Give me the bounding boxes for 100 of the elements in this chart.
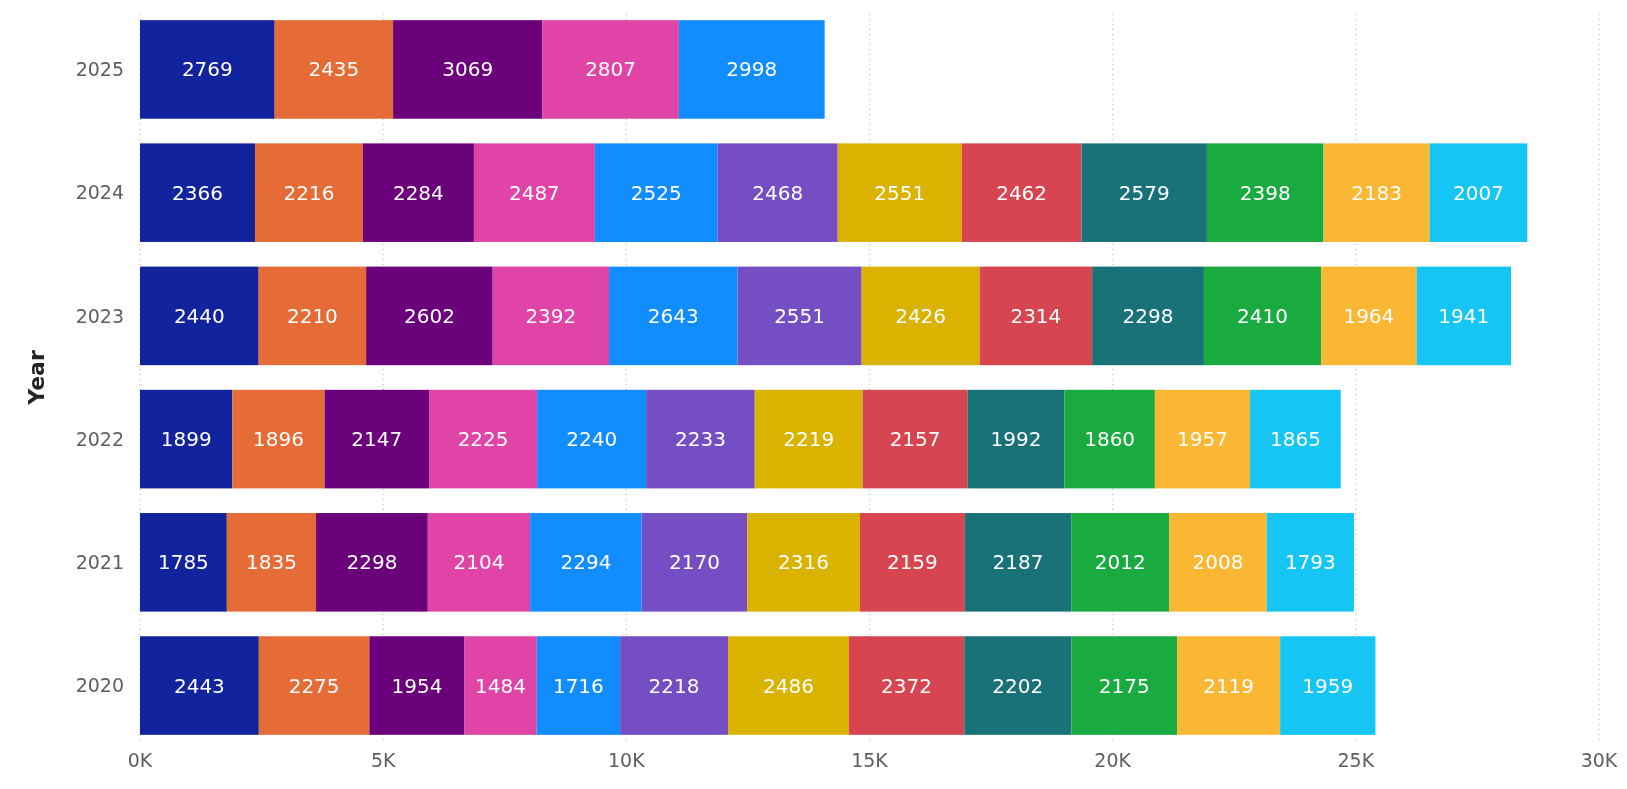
bar xyxy=(274,20,394,119)
data-label: 2219 xyxy=(783,427,835,452)
data-label: 2119 xyxy=(1203,673,1255,698)
bar xyxy=(140,389,233,489)
data-label: 2366 xyxy=(172,180,223,205)
bar xyxy=(961,143,1082,242)
x-tick-label: 0K xyxy=(127,749,153,771)
data-label: 2298 xyxy=(346,550,398,575)
bar xyxy=(594,143,718,242)
data-label: 2147 xyxy=(351,427,403,452)
y-tick-label: 2021 xyxy=(75,550,124,573)
data-label: 2316 xyxy=(778,550,830,575)
data-label: 2435 xyxy=(308,57,360,82)
data-label: 1716 xyxy=(552,673,604,698)
data-label: 2551 xyxy=(874,180,926,205)
data-label: 2398 xyxy=(1239,180,1291,205)
data-label: 2426 xyxy=(895,303,947,328)
y-tick-label: 2023 xyxy=(75,304,124,327)
data-label: 2392 xyxy=(525,303,577,328)
y-tick-label: 2024 xyxy=(75,181,124,204)
bar xyxy=(316,513,428,612)
bar xyxy=(255,143,363,242)
data-label: 2284 xyxy=(392,180,444,205)
bar xyxy=(859,513,965,612)
data-label: 1785 xyxy=(157,550,209,575)
bar xyxy=(1064,389,1155,489)
bar xyxy=(393,20,543,119)
data-label: 2187 xyxy=(992,550,1044,575)
data-label: 2175 xyxy=(1098,673,1150,698)
data-label: 2210 xyxy=(286,303,338,328)
bar xyxy=(258,636,370,735)
bar xyxy=(861,266,980,366)
data-label: 2216 xyxy=(283,180,335,205)
data-label: 2294 xyxy=(560,550,612,575)
bar xyxy=(964,513,1072,612)
bar xyxy=(258,266,367,366)
data-label: 1954 xyxy=(391,673,443,698)
bar xyxy=(1323,143,1430,242)
bar xyxy=(1071,636,1178,735)
bar xyxy=(1416,266,1512,366)
data-label: 2525 xyxy=(630,180,682,205)
data-label: 1959 xyxy=(1302,673,1354,698)
bar xyxy=(1177,636,1281,735)
data-label: 2218 xyxy=(648,673,700,698)
data-label: 2468 xyxy=(752,180,804,205)
data-label: 1896 xyxy=(253,427,304,452)
data-label: 2643 xyxy=(647,303,699,328)
data-label: 1793 xyxy=(1284,550,1336,575)
bar xyxy=(678,20,825,119)
bar xyxy=(140,513,227,612)
data-label: 2440 xyxy=(173,303,225,328)
data-label: 1484 xyxy=(475,673,527,698)
bar xyxy=(140,20,275,119)
data-label: 2998 xyxy=(726,57,778,82)
bar xyxy=(140,266,259,366)
bar xyxy=(1266,513,1354,612)
x-tick-label: 30K xyxy=(1580,749,1618,771)
bar xyxy=(754,389,863,489)
bar xyxy=(542,20,679,119)
data-label: 2240 xyxy=(566,427,618,452)
data-label: 2372 xyxy=(881,673,933,698)
data-label: 2225 xyxy=(457,427,509,452)
data-label: 2233 xyxy=(674,427,726,452)
y-tick-label: 2022 xyxy=(75,427,124,450)
x-tick-label: 20K xyxy=(1094,749,1132,771)
data-label: 2298 xyxy=(1122,303,1174,328)
data-label: 2487 xyxy=(508,180,560,205)
data-label: 2314 xyxy=(1010,303,1062,328)
bar xyxy=(232,389,325,489)
data-label: 2579 xyxy=(1118,180,1170,205)
data-label: 2104 xyxy=(453,550,505,575)
data-label: 2443 xyxy=(173,673,225,698)
bar xyxy=(967,389,1065,489)
x-tick-label: 15K xyxy=(851,749,889,771)
bar xyxy=(369,636,465,735)
bar xyxy=(1250,389,1341,489)
bar xyxy=(727,636,849,735)
data-label: 1899 xyxy=(160,427,212,452)
data-label: 2157 xyxy=(889,427,941,452)
bar xyxy=(1203,266,1322,366)
bar xyxy=(1092,266,1204,366)
bar xyxy=(530,513,642,612)
x-tick-label: 5K xyxy=(370,749,396,771)
data-label: 2462 xyxy=(996,180,1048,205)
data-label: 2202 xyxy=(992,673,1044,698)
bar xyxy=(848,636,965,735)
bar xyxy=(427,513,531,612)
bar xyxy=(717,143,838,242)
bar xyxy=(1169,513,1267,612)
bar xyxy=(324,389,429,489)
bar xyxy=(862,389,968,489)
bar xyxy=(366,266,493,366)
bar xyxy=(737,266,862,366)
data-label: 2012 xyxy=(1094,550,1146,575)
bar xyxy=(1206,143,1324,242)
bar xyxy=(837,143,962,242)
data-label: 1941 xyxy=(1438,303,1490,328)
data-label: 2008 xyxy=(1192,550,1244,575)
x-tick-label: 25K xyxy=(1337,749,1375,771)
bar xyxy=(641,513,748,612)
